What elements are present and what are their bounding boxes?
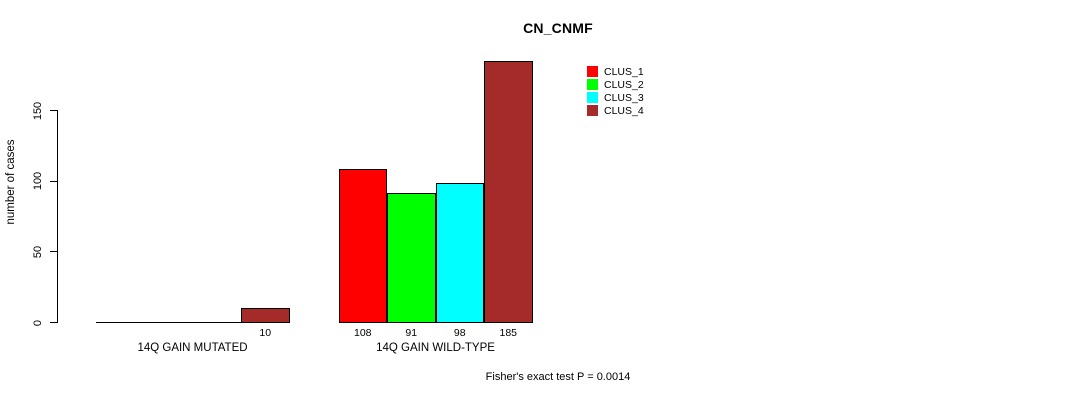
legend-item: CLUS_4: [587, 104, 644, 117]
legend-label: CLUS_2: [604, 78, 644, 91]
tick-label: 100: [32, 171, 44, 191]
legend-swatch-icon: [587, 66, 598, 77]
legend-item: CLUS_3: [587, 91, 644, 104]
tick-mark: [50, 180, 57, 182]
zero-height-bar: [192, 322, 242, 323]
tick-label: 150: [32, 101, 44, 120]
annotation-fisher-test: Fisher's exact test P = 0.0014: [485, 371, 631, 383]
tick-mark: [50, 251, 57, 253]
legend: CLUS_1 CLUS_2 CLUS_3 CLUS_4: [587, 65, 644, 117]
bar-value-label: 108: [353, 327, 372, 339]
y-axis-line: [57, 110, 58, 323]
zero-height-bar: [95, 322, 145, 323]
bar: [387, 193, 436, 323]
bar-value-label: 91: [405, 327, 418, 339]
tick-mark: [50, 110, 57, 111]
legend-swatch-icon: [587, 105, 598, 116]
bar: [435, 183, 484, 323]
legend-label: CLUS_1: [604, 65, 644, 78]
chart-title: CN_CNMF: [523, 20, 593, 36]
legend-swatch-icon: [587, 92, 598, 103]
tick-label: 50: [32, 245, 44, 258]
legend-item: CLUS_2: [587, 78, 644, 91]
y-axis-label: number of cases: [5, 139, 17, 225]
tick-label: 0: [32, 319, 44, 326]
bar-value-label: 185: [499, 327, 518, 339]
legend-label: CLUS_4: [604, 104, 644, 117]
bar-value-label: 10: [259, 327, 272, 339]
legend-item: CLUS_1: [587, 65, 644, 78]
legend-label: CLUS_3: [604, 91, 644, 104]
group-label: 14Q GAIN MUTATED: [137, 342, 248, 354]
legend-swatch-icon: [587, 79, 598, 90]
bar: [338, 169, 387, 323]
bar: [484, 61, 533, 323]
group-label: 14Q GAIN WILD-TYPE: [376, 342, 495, 354]
bar: [241, 308, 290, 323]
zero-height-bar: [144, 322, 194, 323]
bar-value-label: 98: [453, 327, 466, 339]
tick-mark: [50, 322, 57, 323]
